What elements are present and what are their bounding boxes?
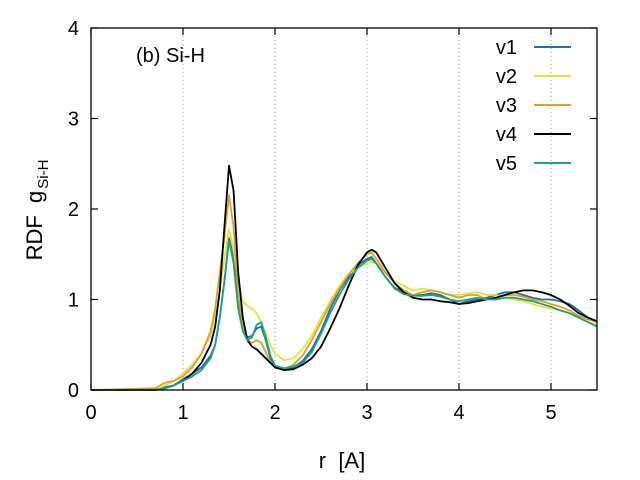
y-tick-label: 3 [68,109,79,131]
axis-ticks: 0 1 2 3 4 5 0 1 2 3 4 [68,18,597,424]
series-line-v5 [91,239,598,391]
y-tick-label: 4 [68,18,79,40]
series-lines [90,164,598,391]
grid-lines [182,28,552,390]
x-axis-label: r [A] [319,448,365,473]
y-axis-label-subscript: Si-H [35,160,52,189]
legend-label-v4: v4 [496,124,517,146]
legend-label-v2: v2 [496,66,517,88]
x-tick-label: 2 [269,402,280,424]
y-axis-label: RDF g Si-H [22,160,52,261]
legend: v1 v2 v3 v4 v5 [496,37,571,175]
y-tick-label: 0 [68,380,79,402]
chart-annotation: (b) Si-H [136,45,205,67]
x-tick-label: 5 [545,402,556,424]
x-tick-label: 3 [361,402,372,424]
x-tick-label: 0 [85,402,96,424]
x-tick-label: 1 [177,402,188,424]
legend-label-v5: v5 [496,153,517,175]
legend-label-v3: v3 [496,95,517,117]
legend-label-v1: v1 [496,37,517,59]
x-tick-label: 4 [453,402,464,424]
y-tick-label: 1 [68,290,79,312]
y-axis-label-main: RDF g [22,191,47,261]
series-line-v4 [91,164,598,391]
y-tick-label: 2 [68,199,79,221]
